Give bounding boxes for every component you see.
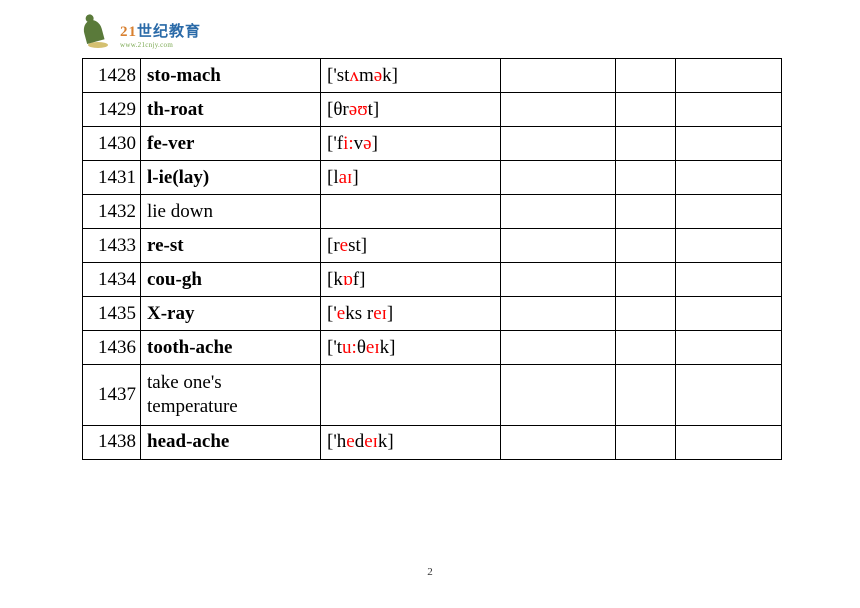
table-row: 1436tooth-ache['tu:θeɪk]	[83, 331, 782, 365]
pronunciation-cell: ['eks reɪ]	[321, 297, 501, 331]
table-row: 1431l-ie(lay)[laɪ]	[83, 161, 782, 195]
vocab-table: 1428sto-mach['stʌmək]1429th-roat[θrəʊt]1…	[82, 58, 782, 460]
logo-cn: 世纪教育	[137, 24, 201, 40]
empty-cell	[616, 425, 676, 459]
logo-prefix: 21	[120, 24, 137, 40]
empty-cell	[676, 161, 782, 195]
empty-cell	[616, 127, 676, 161]
empty-cell	[501, 263, 616, 297]
table-row: 1432lie down	[83, 195, 782, 229]
row-number: 1433	[83, 229, 141, 263]
pronunciation-cell: [laɪ]	[321, 161, 501, 195]
row-number: 1431	[83, 161, 141, 195]
table-row: 1435X-ray['eks reɪ]	[83, 297, 782, 331]
page-number: 2	[0, 566, 860, 578]
empty-cell	[676, 195, 782, 229]
table-row: 1429th-roat[θrəʊt]	[83, 93, 782, 127]
pronunciation-cell: ['stʌmək]	[321, 59, 501, 93]
word-cell: re-st	[141, 229, 321, 263]
pronunciation-cell: ['hedeɪk]	[321, 425, 501, 459]
empty-cell	[501, 297, 616, 331]
pronunciation-cell	[321, 365, 501, 426]
pronunciation-cell: [θrəʊt]	[321, 93, 501, 127]
empty-cell	[501, 331, 616, 365]
table-row: 1428sto-mach['stʌmək]	[83, 59, 782, 93]
vocab-table-container: 1428sto-mach['stʌmək]1429th-roat[θrəʊt]1…	[82, 58, 782, 460]
empty-cell	[616, 229, 676, 263]
table-row: 1433re-st[rest]	[83, 229, 782, 263]
empty-cell	[501, 365, 616, 426]
empty-cell	[676, 229, 782, 263]
word-cell: l-ie(lay)	[141, 161, 321, 195]
word-cell: X-ray	[141, 297, 321, 331]
empty-cell	[616, 331, 676, 365]
pronunciation-cell: ['fi:və]	[321, 127, 501, 161]
row-number: 1434	[83, 263, 141, 297]
empty-cell	[676, 425, 782, 459]
word-cell: sto-mach	[141, 59, 321, 93]
empty-cell	[616, 59, 676, 93]
word-cell: take one'stemperature	[141, 365, 321, 426]
word-cell: th-roat	[141, 93, 321, 127]
empty-cell	[676, 365, 782, 426]
empty-cell	[676, 263, 782, 297]
word-cell: head-ache	[141, 425, 321, 459]
empty-cell	[616, 195, 676, 229]
pronunciation-cell: [kɒf]	[321, 263, 501, 297]
table-row: 1430fe-ver['fi:və]	[83, 127, 782, 161]
empty-cell	[501, 161, 616, 195]
table-row: 1434cou-gh[kɒf]	[83, 263, 782, 297]
empty-cell	[616, 263, 676, 297]
pronunciation-cell: ['tu:θeɪk]	[321, 331, 501, 365]
empty-cell	[616, 297, 676, 331]
row-number: 1436	[83, 331, 141, 365]
word-cell: lie down	[141, 195, 321, 229]
empty-cell	[676, 331, 782, 365]
empty-cell	[676, 93, 782, 127]
site-logo: 21世纪教育 www.21cnjy.com	[82, 18, 201, 50]
word-cell: tooth-ache	[141, 331, 321, 365]
empty-cell	[676, 127, 782, 161]
row-number: 1428	[83, 59, 141, 93]
table-row: 1438head-ache['hedeɪk]	[83, 425, 782, 459]
empty-cell	[616, 93, 676, 127]
logo-url: www.21cnjy.com	[120, 41, 201, 49]
empty-cell	[501, 127, 616, 161]
logo-text: 21世纪教育 www.21cnjy.com	[120, 20, 201, 49]
row-number: 1435	[83, 297, 141, 331]
empty-cell	[501, 229, 616, 263]
empty-cell	[676, 59, 782, 93]
empty-cell	[501, 59, 616, 93]
row-number: 1429	[83, 93, 141, 127]
word-cell: fe-ver	[141, 127, 321, 161]
pronunciation-cell: [rest]	[321, 229, 501, 263]
empty-cell	[616, 365, 676, 426]
pronunciation-cell	[321, 195, 501, 229]
empty-cell	[501, 195, 616, 229]
empty-cell	[501, 425, 616, 459]
table-row: 1437take one'stemperature	[83, 365, 782, 426]
empty-cell	[501, 93, 616, 127]
row-number: 1430	[83, 127, 141, 161]
word-cell: cou-gh	[141, 263, 321, 297]
empty-cell	[616, 161, 676, 195]
logo-icon	[82, 18, 114, 50]
empty-cell	[676, 297, 782, 331]
row-number: 1432	[83, 195, 141, 229]
row-number: 1438	[83, 425, 141, 459]
row-number: 1437	[83, 365, 141, 426]
